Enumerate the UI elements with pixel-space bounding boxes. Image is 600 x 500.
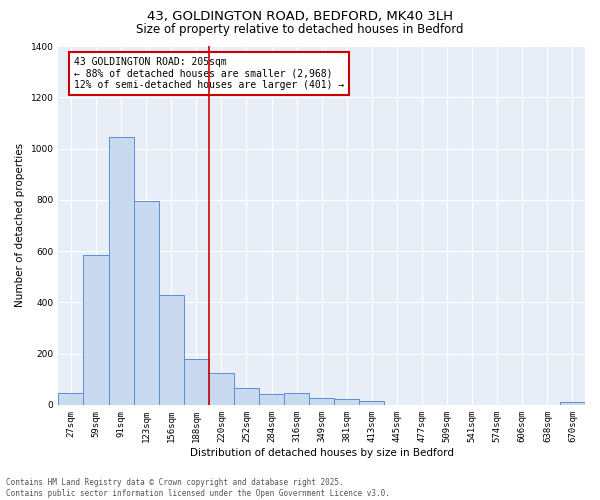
Bar <box>184 358 209 405</box>
Bar <box>134 201 159 405</box>
Text: Size of property relative to detached houses in Bedford: Size of property relative to detached ho… <box>136 22 464 36</box>
Bar <box>159 294 184 405</box>
Bar <box>109 137 134 405</box>
X-axis label: Distribution of detached houses by size in Bedford: Distribution of detached houses by size … <box>190 448 454 458</box>
Text: Contains HM Land Registry data © Crown copyright and database right 2025.
Contai: Contains HM Land Registry data © Crown c… <box>6 478 390 498</box>
Bar <box>334 399 359 405</box>
Text: 43 GOLDINGTON ROAD: 205sqm
← 88% of detached houses are smaller (2,968)
12% of s: 43 GOLDINGTON ROAD: 205sqm ← 88% of deta… <box>74 57 344 90</box>
Bar <box>359 401 385 405</box>
Bar <box>560 402 585 405</box>
Y-axis label: Number of detached properties: Number of detached properties <box>15 144 25 308</box>
Text: 43, GOLDINGTON ROAD, BEDFORD, MK40 3LH: 43, GOLDINGTON ROAD, BEDFORD, MK40 3LH <box>147 10 453 23</box>
Bar <box>209 373 234 405</box>
Bar <box>58 392 83 405</box>
Bar <box>83 255 109 405</box>
Bar <box>259 394 284 405</box>
Bar <box>234 388 259 405</box>
Bar <box>309 398 334 405</box>
Bar <box>284 392 309 405</box>
